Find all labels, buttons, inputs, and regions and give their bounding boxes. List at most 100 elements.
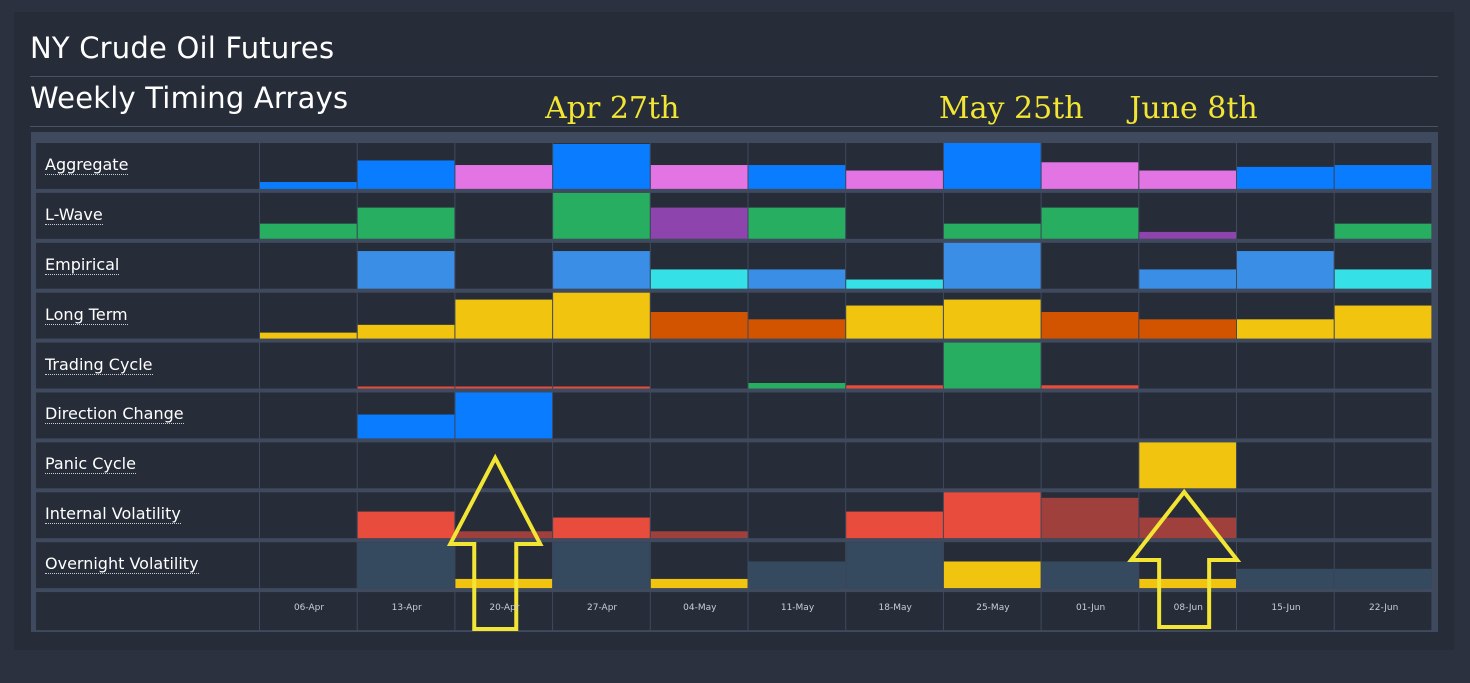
- grid-cell: [455, 342, 553, 389]
- bar-overnight-volatility-27-Apr: [553, 542, 650, 589]
- bar-internal-volatility-27-Apr: [553, 517, 650, 539]
- date-cell: [1237, 592, 1334, 631]
- grid-cell: [650, 392, 748, 439]
- grid-cell: [260, 392, 357, 439]
- bar-internal-volatility-20-Apr: [455, 531, 553, 539]
- grid-cell: [846, 342, 943, 389]
- date-tick-label: 06-Apr: [293, 603, 325, 613]
- date-cell: [943, 592, 1041, 631]
- bar-aggregate-20-Apr: [455, 165, 553, 189]
- bar-trading-cycle-27-Apr: [553, 386, 650, 389]
- grid-cell: [1139, 392, 1236, 439]
- row-label-cell: [36, 342, 259, 389]
- bar-long-term-04-May: [650, 311, 748, 339]
- date-cell: [748, 592, 846, 631]
- row-label-cell: [36, 542, 259, 589]
- date-tick-label: 25-May: [976, 603, 1010, 613]
- grid-cell: [260, 342, 357, 389]
- grid-cell: [943, 442, 1041, 489]
- bar-l-wave-27-Apr: [553, 192, 650, 239]
- row-label-l-wave[interactable]: L-Wave: [45, 204, 103, 225]
- grid-cell: [650, 442, 748, 489]
- bar-overnight-volatility-01-Jun: [1041, 561, 1139, 589]
- bar-overnight-volatility-25-May: [943, 561, 1041, 589]
- row-label-trading-cycle[interactable]: Trading Cycle: [45, 354, 153, 375]
- grid-cell: [1237, 442, 1334, 489]
- row-label-cell: [36, 392, 259, 439]
- bar-long-term-20-Apr: [455, 299, 553, 339]
- bar-aggregate-13-Apr: [357, 160, 455, 189]
- bar-empirical-13-Apr: [357, 251, 455, 289]
- grid-cell: [1237, 342, 1334, 389]
- row-label-cell: [36, 492, 259, 539]
- grid-cell: [748, 392, 846, 439]
- arrow-up-08-Jun: [1127, 488, 1242, 629]
- row-label-panic-cycle[interactable]: Panic Cycle: [45, 454, 136, 475]
- bar-long-term-08-Jun: [1139, 319, 1236, 339]
- grid-cell: [1041, 342, 1139, 389]
- grid-cell: [1237, 492, 1334, 539]
- grid-cell: [1334, 442, 1432, 489]
- bar-long-term-25-May: [943, 299, 1041, 339]
- bar-aggregate-04-May: [650, 165, 748, 189]
- grid-cell: [748, 492, 846, 539]
- arrow-up-20-Apr: [446, 453, 544, 631]
- bar-trading-cycle-18-May: [846, 385, 943, 389]
- bar-long-term-22-Jun: [1334, 305, 1432, 339]
- date-tick-label: 15-Jun: [1271, 603, 1301, 613]
- bar-long-term-06-Apr: [260, 332, 357, 339]
- row-label-internal-volatility[interactable]: Internal Volatility: [45, 504, 181, 525]
- grid-cell: [455, 442, 553, 489]
- bar-l-wave-25-May: [943, 223, 1041, 239]
- grid-cell: [260, 143, 357, 189]
- grid-cell: [1041, 242, 1139, 289]
- bar-internal-volatility-04-May: [650, 531, 748, 539]
- bar-aggregate-08-Jun: [1139, 170, 1236, 189]
- annotation-08-Jun: June 8th: [1129, 91, 1258, 126]
- row-label-overnight-volatility[interactable]: Overnight Volatility: [45, 554, 199, 575]
- grid-cell: [650, 492, 748, 539]
- bar-long-term-11-May: [748, 319, 846, 339]
- row-label-long-term[interactable]: Long Term: [45, 304, 128, 325]
- title-divider: [30, 76, 1438, 77]
- chart-subtitle: Weekly Timing Arrays: [30, 81, 349, 115]
- bar-l-wave-22-Jun: [1334, 223, 1432, 239]
- bar-overnight-volatility-04-May: [650, 578, 748, 589]
- grid-cell: [846, 192, 943, 239]
- date-cell: [846, 592, 943, 631]
- row-label-empirical[interactable]: Empirical: [45, 254, 120, 275]
- grid-cell: [1139, 342, 1236, 389]
- grid-cell: [1041, 442, 1139, 489]
- date-tick-label: 13-Apr: [391, 603, 422, 613]
- date-cell: [1041, 592, 1139, 631]
- grid-cell: [455, 192, 553, 239]
- grid-cell: [650, 342, 748, 389]
- bar-aggregate-27-Apr: [553, 143, 650, 189]
- row-label-cell: [36, 292, 259, 339]
- grid-cell: [943, 392, 1041, 439]
- grid-cell: [260, 292, 357, 339]
- grid-cell: [1334, 342, 1432, 389]
- bar-aggregate-18-May: [846, 170, 943, 189]
- grid-cell: [1237, 192, 1334, 239]
- row-label-aggregate[interactable]: Aggregate: [45, 154, 129, 175]
- bar-internal-volatility-01-Jun: [1041, 497, 1139, 539]
- bar-l-wave-13-Apr: [357, 207, 455, 239]
- bar-l-wave-11-May: [748, 207, 846, 239]
- grid-cell: [357, 342, 455, 389]
- date-cell: [553, 592, 650, 631]
- bar-l-wave-06-Apr: [260, 223, 357, 239]
- bar-empirical-25-May: [943, 242, 1041, 289]
- bar-empirical-11-May: [748, 269, 846, 289]
- bar-internal-volatility-13-Apr: [357, 511, 455, 539]
- bar-internal-volatility-25-May: [943, 492, 1041, 539]
- grid-cell: [846, 392, 943, 439]
- grid-cell: [260, 492, 357, 539]
- bar-long-term-15-Jun: [1237, 319, 1334, 339]
- grid-cell: [260, 242, 357, 289]
- grid-cell: [1041, 392, 1139, 439]
- bar-empirical-04-May: [650, 269, 748, 289]
- grid-cell: [1334, 392, 1432, 439]
- row-label-direction-change[interactable]: Direction Change: [45, 404, 184, 425]
